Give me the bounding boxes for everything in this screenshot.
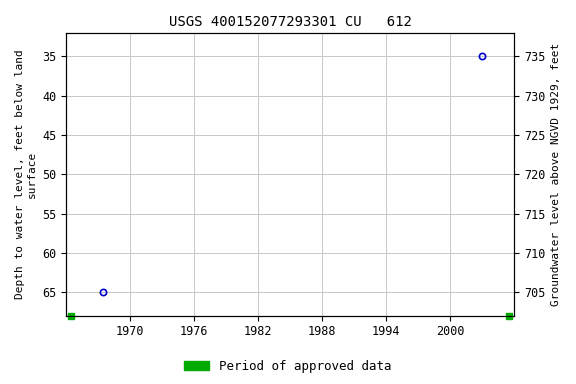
Y-axis label: Depth to water level, feet below land
surface: Depth to water level, feet below land su… [15,50,37,299]
Title: USGS 400152077293301 CU   612: USGS 400152077293301 CU 612 [169,15,412,29]
Y-axis label: Groundwater level above NGVD 1929, feet: Groundwater level above NGVD 1929, feet [551,43,561,306]
Legend: Period of approved data: Period of approved data [179,355,397,378]
